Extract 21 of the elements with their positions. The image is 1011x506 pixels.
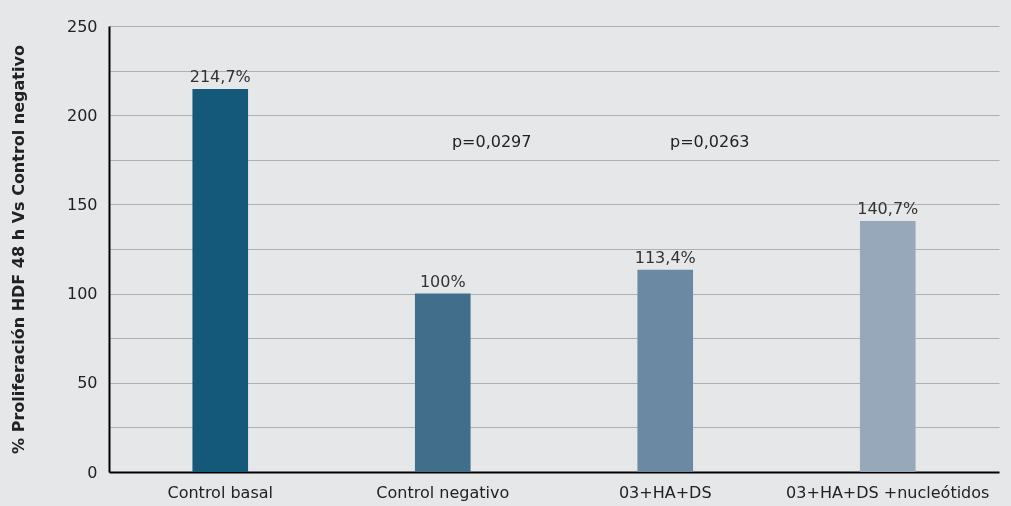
y-tick-label: 0 [87, 462, 98, 482]
y-tick-label: 250 [66, 16, 98, 36]
x-tick-label: Control negativo [376, 482, 510, 502]
annotation: p=0,0263 [669, 131, 750, 151]
y-tick-label: 150 [66, 194, 98, 214]
bar [859, 220, 916, 472]
x-tick-label: 03+HA+DS [618, 482, 712, 502]
y-tick-label: 50 [77, 373, 98, 393]
y-axis-title: % Proliferación HDF 48 h Vs Control negativo [8, 45, 28, 454]
annotation: p=0,0297 [451, 131, 532, 151]
bar [414, 293, 471, 472]
y-tick-label: 100 [66, 284, 98, 304]
x-tick-label: 03+HA+DS +nucleótidos [786, 482, 990, 502]
data-label: 140,7% [857, 198, 919, 218]
bar [192, 88, 249, 472]
x-tick-label: Control basal [167, 482, 273, 502]
data-label: 113,4% [634, 247, 696, 267]
y-tick-label: 200 [66, 105, 98, 125]
data-label: 214,7% [189, 66, 251, 86]
data-label: 100% [419, 271, 466, 291]
bar [637, 269, 694, 472]
